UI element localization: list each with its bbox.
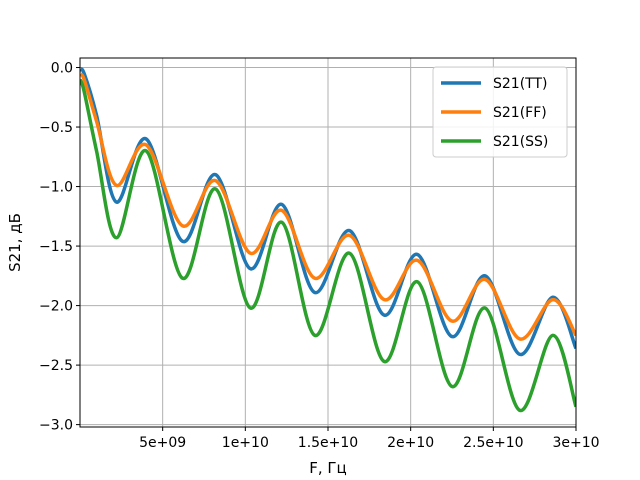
x-tick-label: 2.5e+10	[463, 435, 523, 451]
legend-label-2: S21(SS)	[493, 134, 548, 150]
legend-label-1: S21(FF)	[493, 105, 547, 121]
plot-series	[80, 67, 576, 413]
series-line-2	[80, 78, 576, 413]
y-tick-label: −1.0	[39, 180, 73, 196]
y-tick-label: −1.5	[39, 239, 73, 255]
legend-box	[432, 66, 568, 158]
y-tick-label: −2.0	[39, 299, 73, 315]
y-tick-label: −0.5	[39, 120, 73, 136]
legend-label-0: S21(TT)	[493, 76, 547, 92]
y-tick-label: 0.0	[51, 61, 73, 77]
y-axis-label: S21, дБ	[6, 213, 24, 272]
x-tick-label: 1.5e+10	[298, 435, 358, 451]
y-tick-label: −2.5	[39, 358, 73, 374]
x-tick-label: 1e+10	[222, 435, 269, 451]
x-axis-label: F, Гц	[309, 459, 347, 477]
y-tick-label: −3.0	[39, 418, 73, 434]
legend: S21(TT) S21(FF) S21(SS)	[432, 66, 568, 158]
x-tick-label: 5e+09	[139, 435, 186, 451]
axis-ticks: 5e+09 1e+10 1.5e+10 2e+10 2.5e+10 3e+10 0.0 −0.…	[39, 61, 600, 451]
series-line-1	[80, 72, 576, 341]
x-tick-label: 3e+10	[552, 435, 599, 451]
x-tick-label: 2e+10	[387, 435, 434, 451]
